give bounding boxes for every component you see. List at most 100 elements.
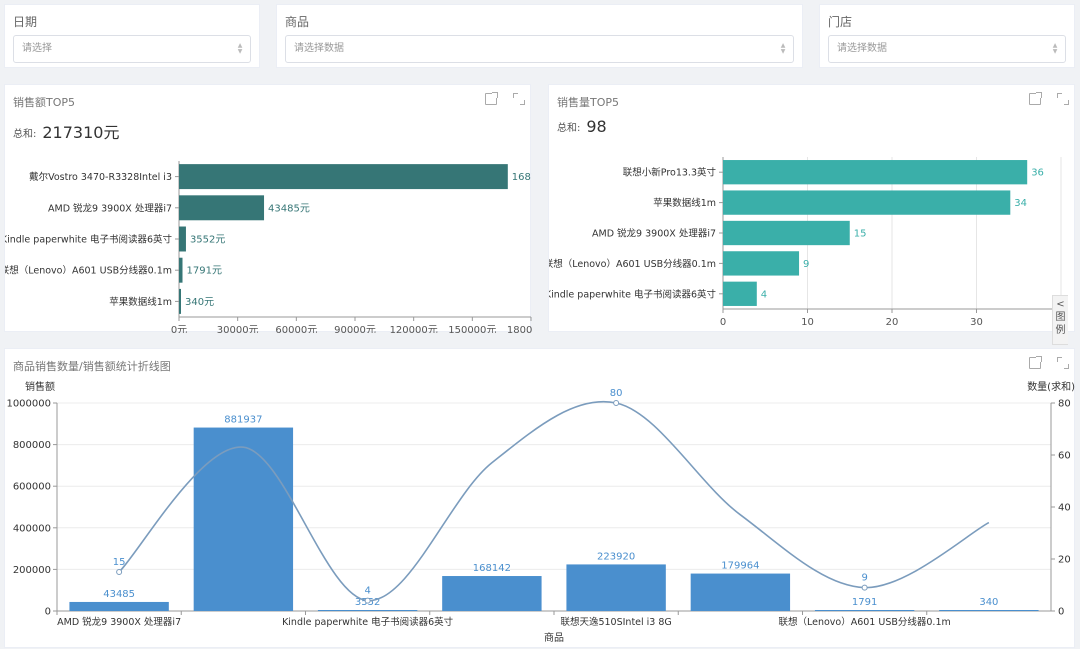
y-tick-label-left: 800000: [13, 440, 51, 451]
y-axis-title-right: 数量(求和): [1027, 380, 1075, 393]
x-axis-title: 商品: [544, 631, 564, 644]
y-tick-label: 戴尔Vostro 3470-R3328Intel i3: [29, 171, 172, 183]
filter-product: 商品 请选择数据 ▲ ▼: [276, 4, 803, 68]
data-label: 15: [854, 229, 867, 240]
bar: [939, 610, 1039, 611]
x-tick-label: 20: [886, 317, 899, 328]
expand-icon[interactable]: [1057, 93, 1069, 105]
y-tick-label: 苹果数据线1m: [109, 296, 172, 308]
data-label: 340元: [185, 297, 214, 308]
filter-product-label: 商品: [285, 15, 310, 29]
export-icon[interactable]: [1029, 92, 1042, 105]
data-label: 1791元: [187, 266, 222, 277]
line-label: 80: [610, 388, 623, 399]
bar: [179, 257, 183, 283]
data-label: 36: [1031, 168, 1044, 179]
series-line: [118, 400, 990, 602]
bar: [179, 288, 181, 314]
bar: [723, 220, 850, 246]
bar: [723, 251, 800, 276]
x-tick-label: Kindle paperwhite 电子书阅读器6英寸: [282, 616, 454, 628]
x-tick-label: 30000元: [217, 325, 259, 333]
line-label: 4: [364, 586, 370, 597]
y-tick-label-left: 0: [45, 607, 51, 618]
bar: [179, 226, 186, 252]
x-tick-label: 90000元: [334, 325, 376, 333]
bar-label: 179964: [721, 561, 759, 572]
export-icon[interactable]: [485, 92, 498, 105]
bar: [317, 610, 418, 611]
bar-label: 43485: [103, 589, 135, 600]
x-tick-label: AMD 锐龙9 3900X 处理器i7: [57, 616, 181, 628]
data-label: 34: [1014, 198, 1027, 209]
sum-row: 总和: 98: [557, 117, 607, 136]
sales-qty-panel: 销售量TOP5 总和:98 010203040联想小新Pro13.3英寸36苹果…: [548, 84, 1075, 345]
panel-title: 销售量TOP5: [557, 96, 620, 109]
legend-tab-text: 图: [1055, 312, 1066, 323]
chevron-left-icon: <: [1056, 299, 1065, 310]
y-tick-label-right: 0: [1058, 607, 1064, 618]
line-label: 15: [113, 557, 126, 568]
sales-amount-chart: 0元 30000元 60000元 90000元 120000元 150000元 180000…: [5, 161, 532, 333]
x-tick-label: 联想（Lenovo）A601 USB分线器0.1m: [778, 616, 950, 628]
expand-icon[interactable]: [1057, 357, 1069, 369]
line-point: [861, 584, 868, 591]
export-icon[interactable]: [1029, 356, 1042, 369]
bar: [566, 564, 666, 611]
bar: [723, 281, 757, 306]
x-tick-label: 0: [720, 317, 726, 328]
y-tick-label-right: 20: [1058, 555, 1071, 566]
data-label: 43485元: [268, 203, 310, 214]
y-tick-label-left: 1000000: [6, 399, 51, 410]
bar: [179, 195, 265, 221]
x-tick-label: 180000元: [507, 325, 532, 333]
bar: [442, 576, 542, 611]
x-tick-label: 60000元: [275, 325, 317, 333]
y-tick-label: 苹果数据线1m: [653, 197, 716, 209]
filter-date: 日期 请选择 ▲ ▼: [4, 4, 260, 68]
sum-value: 217310元: [42, 123, 120, 142]
bar: [723, 190, 1011, 215]
data-label: 9: [803, 259, 809, 270]
bar: [179, 164, 508, 190]
filter-store: 门店 请选择数据 ▲ ▼: [819, 4, 1075, 68]
combo-chart: 销售额 数量(求和) 0 200000 400000 600000 800000 100000…: [6, 380, 1075, 644]
y-tick-label: Kindle paperwhite 电子书阅读器6英寸: [549, 288, 716, 300]
combo-panel: 商品销售数量/销售额统计折线图 销售额 数量(求和) 0 200000 400000 60…: [4, 348, 1075, 648]
filter-store-label: 门店: [828, 15, 853, 29]
data-label: 4: [761, 289, 767, 300]
sum-label: 总和:: [13, 129, 37, 140]
expand-icon[interactable]: [513, 93, 525, 105]
store-select[interactable]: 请选择数据 ▲ ▼: [828, 35, 1066, 63]
bar: [723, 160, 1028, 185]
select-arrows-icon: ▲ ▼: [237, 42, 243, 55]
x-tick-label: 120000元: [390, 325, 438, 333]
data-label: 168142元: [512, 172, 532, 183]
date-select-placeholder: 请选择: [22, 43, 52, 54]
y-tick-label: 联想（Lenovo）A601 USB分线器0.1m: [549, 258, 716, 270]
bar: [690, 573, 791, 611]
y-tick-label-right: 40: [1058, 503, 1071, 514]
select-arrows-icon: ▲ ▼: [780, 42, 786, 55]
y-axis-title-left: 销售额: [25, 380, 55, 393]
legend-toggle[interactable]: < 图 例: [1052, 295, 1068, 345]
x-tick-label: 10: [801, 317, 814, 328]
data-label: 3552元: [190, 235, 225, 246]
x-tick-label: 30: [970, 317, 983, 328]
y-tick-label-right: 80: [1058, 399, 1071, 410]
bar: [69, 601, 169, 611]
bar-label: 223920: [597, 551, 635, 562]
product-select[interactable]: 请选择数据 ▲ ▼: [285, 35, 794, 63]
sum-label: 总和:: [557, 123, 581, 134]
sum-row: 总和: 217310元: [13, 119, 119, 143]
sum-value: 98: [586, 117, 607, 136]
y-tick-label-left: 400000: [13, 523, 51, 534]
date-select[interactable]: 请选择 ▲ ▼: [13, 35, 251, 63]
line-point: [364, 597, 371, 604]
y-tick-label: 联想（Lenovo）A601 USB分线器0.1m: [5, 265, 172, 277]
bar-label: 168142: [473, 563, 511, 574]
x-tick-label: 联想天逸510SIntel i3 8G: [560, 616, 671, 628]
bar-label: 340: [979, 597, 998, 608]
bar-label: 1791: [852, 597, 877, 608]
